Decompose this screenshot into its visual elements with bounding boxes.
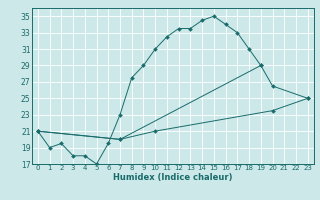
X-axis label: Humidex (Indice chaleur): Humidex (Indice chaleur) [113,173,233,182]
